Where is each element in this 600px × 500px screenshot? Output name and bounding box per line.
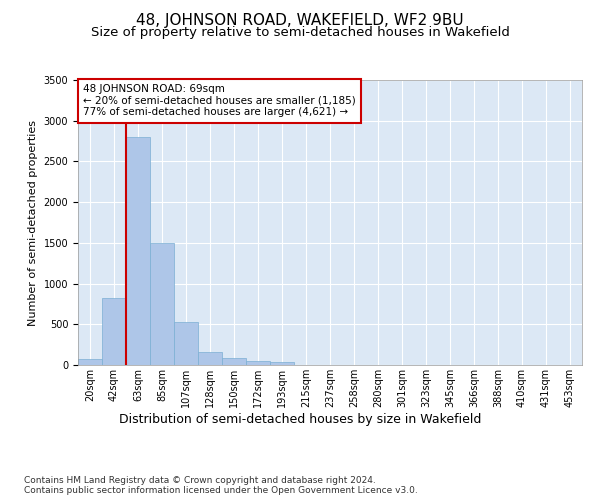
Bar <box>246 360 270 365</box>
Bar <box>270 362 294 365</box>
Bar <box>102 298 126 365</box>
Bar <box>222 358 246 365</box>
Bar <box>126 137 150 365</box>
Text: Contains HM Land Registry data © Crown copyright and database right 2024.
Contai: Contains HM Land Registry data © Crown c… <box>24 476 418 495</box>
Bar <box>174 322 198 365</box>
Text: Distribution of semi-detached houses by size in Wakefield: Distribution of semi-detached houses by … <box>119 412 481 426</box>
Text: 48 JOHNSON ROAD: 69sqm
← 20% of semi-detached houses are smaller (1,185)
77% of : 48 JOHNSON ROAD: 69sqm ← 20% of semi-det… <box>83 84 356 117</box>
Bar <box>150 243 174 365</box>
Bar <box>198 352 222 365</box>
Bar <box>78 359 102 365</box>
Text: 48, JOHNSON ROAD, WAKEFIELD, WF2 9BU: 48, JOHNSON ROAD, WAKEFIELD, WF2 9BU <box>136 12 464 28</box>
Y-axis label: Number of semi-detached properties: Number of semi-detached properties <box>28 120 38 326</box>
Text: Size of property relative to semi-detached houses in Wakefield: Size of property relative to semi-detach… <box>91 26 509 39</box>
